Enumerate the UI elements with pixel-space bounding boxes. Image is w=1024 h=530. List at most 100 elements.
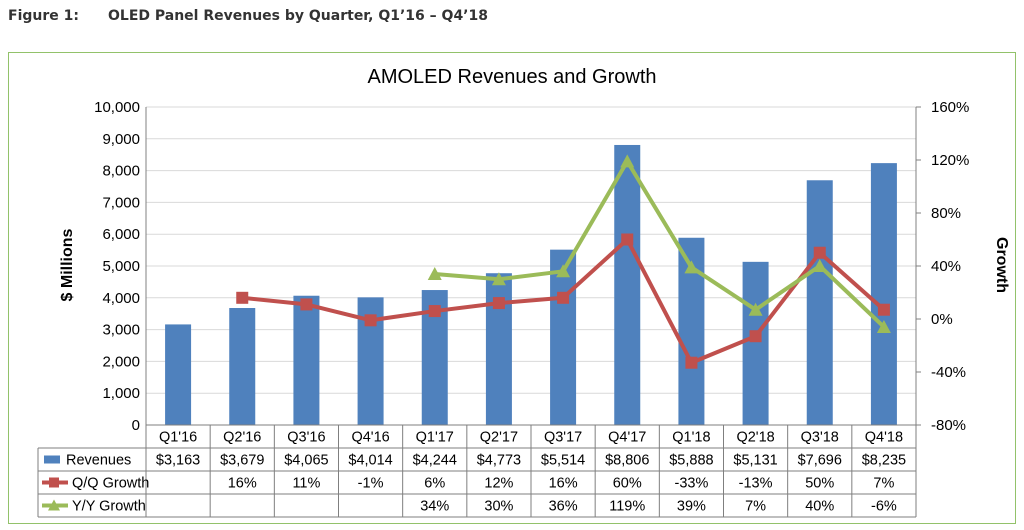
x-tick-label: Q3'18: [801, 430, 839, 446]
y-tick-label: 3,000: [102, 322, 140, 339]
yy-marker: [491, 272, 506, 286]
legend-key-yy-marker: [48, 499, 60, 511]
qq-marker: [621, 233, 634, 246]
qq-marker: [557, 291, 570, 304]
data-label: 60%: [613, 476, 642, 492]
data-label: 30%: [484, 499, 513, 515]
revenue-bar: [614, 144, 641, 426]
qq-marker: [428, 305, 441, 318]
data-label: $4,014: [348, 453, 392, 469]
revenue-bar: [550, 249, 577, 425]
figure-number: Figure 1:: [8, 8, 79, 24]
data-label: $8,806: [605, 453, 649, 469]
legend-entry: Q/Q Growth: [72, 476, 149, 492]
qq-marker: [685, 356, 698, 369]
y2-tick-label: 40%: [931, 258, 961, 275]
data-label: -33%: [674, 476, 708, 492]
revenue-bar: [742, 261, 769, 425]
y2-tick-label: -40%: [931, 364, 966, 381]
data-label: $4,244: [413, 453, 457, 469]
growth-line: [434, 159, 886, 329]
gridlines: [146, 106, 916, 394]
data-label: 12%: [484, 476, 513, 492]
qq-marker: [877, 303, 890, 316]
revenue-bar: [485, 273, 512, 425]
revenue-bar: [806, 180, 833, 425]
figure-title: OLED Panel Revenues by Quarter, Q1’16 – …: [108, 8, 488, 24]
y-tick-label: 4,000: [102, 290, 140, 307]
x-tick-label: Q4'16: [351, 430, 389, 446]
x-tick-label: Q1'16: [159, 430, 197, 446]
data-label: 16%: [228, 476, 257, 492]
x-tick-label: Q4'18: [865, 430, 903, 446]
data-label: 119%: [609, 499, 645, 515]
yy-marker: [620, 154, 635, 168]
revenue-bars: [165, 144, 897, 426]
y-tick-label: 5,000: [102, 258, 140, 275]
data-label: $5,888: [669, 453, 713, 469]
data-label: $8,235: [862, 453, 906, 469]
y2-tick-label: 120%: [931, 152, 969, 169]
x-tick-label: Q4'17: [608, 430, 646, 446]
data-table: Q1'16 Q2'16 Q3'16 Q4'16 Q1'17 Q2'17 Q3'17 Q4'17…: [37, 424, 917, 518]
data-label: 36%: [549, 499, 578, 515]
data-label: -13%: [739, 476, 773, 492]
data-label: $5,514: [541, 453, 585, 469]
x-tick-label: Q3'17: [544, 430, 582, 446]
qq-marker: [300, 298, 313, 311]
y-tick-label: 6,000: [102, 226, 140, 243]
yy-marker: [427, 266, 442, 280]
data-label: 7%: [873, 476, 894, 492]
y-tick-label: 2,000: [102, 353, 140, 370]
chart-frame: [8, 52, 1016, 524]
x-tick-label: Q1'18: [672, 430, 710, 446]
x-tick-label: Q1'17: [416, 430, 454, 446]
data-label: $7,696: [798, 453, 842, 469]
legend-entry: Y/Y Growth: [72, 499, 146, 515]
x-tick-label: Q2'18: [736, 430, 774, 446]
data-label: $4,773: [477, 453, 521, 469]
y-axis-label: $ Millions: [59, 228, 76, 301]
y-tick-label: 8,000: [102, 163, 140, 180]
qq-marker: [749, 330, 762, 343]
x-tick-label: Q2'17: [480, 430, 518, 446]
data-label: $3,163: [156, 453, 200, 469]
yy-marker: [876, 319, 891, 333]
legend-entry: Revenues: [66, 453, 131, 469]
y2-tick-label: 80%: [931, 205, 961, 222]
data-label: 11%: [292, 476, 320, 492]
x-tick-label: Q3'16: [287, 430, 325, 446]
y2-axis-label: Growth: [993, 237, 1010, 293]
data-label: 6%: [424, 476, 445, 492]
revenue-bar: [293, 295, 320, 425]
yy-marker: [684, 260, 699, 274]
x-tick-label: Q2'16: [223, 430, 261, 446]
y-tick-label: 7,000: [102, 194, 140, 211]
yy-marker: [556, 264, 571, 278]
data-label: -6%: [871, 499, 897, 515]
y-tick-label: 9,000: [102, 131, 140, 148]
legend-key-qq-marker: [49, 477, 59, 488]
chart-title: AMOLED Revenues and Growth: [367, 66, 656, 88]
growth-lines: [236, 154, 891, 369]
legend-key-revenues: [44, 455, 60, 464]
data-label: -1%: [358, 476, 384, 492]
revenue-bar: [165, 324, 192, 425]
qq-marker: [364, 314, 377, 327]
qq-marker: [236, 291, 249, 304]
yy-marker: [748, 302, 763, 316]
data-label: 39%: [677, 499, 706, 515]
y-tick-label: 1,000: [102, 385, 140, 402]
yy-marker: [812, 259, 827, 272]
qq-marker: [813, 246, 826, 259]
data-label: 34%: [420, 499, 449, 515]
y-tick-label: 0: [132, 417, 140, 434]
data-label: $4,065: [284, 453, 328, 469]
figure-caption: Figure 1: OLED Panel Revenues by Quarter…: [8, 4, 488, 28]
data-label: 7%: [745, 499, 766, 515]
qq-marker: [492, 297, 505, 310]
y2-tick-label: -80%: [931, 417, 966, 434]
data-label: $5,131: [733, 453, 777, 469]
y2-tick-label: 0%: [931, 311, 953, 328]
